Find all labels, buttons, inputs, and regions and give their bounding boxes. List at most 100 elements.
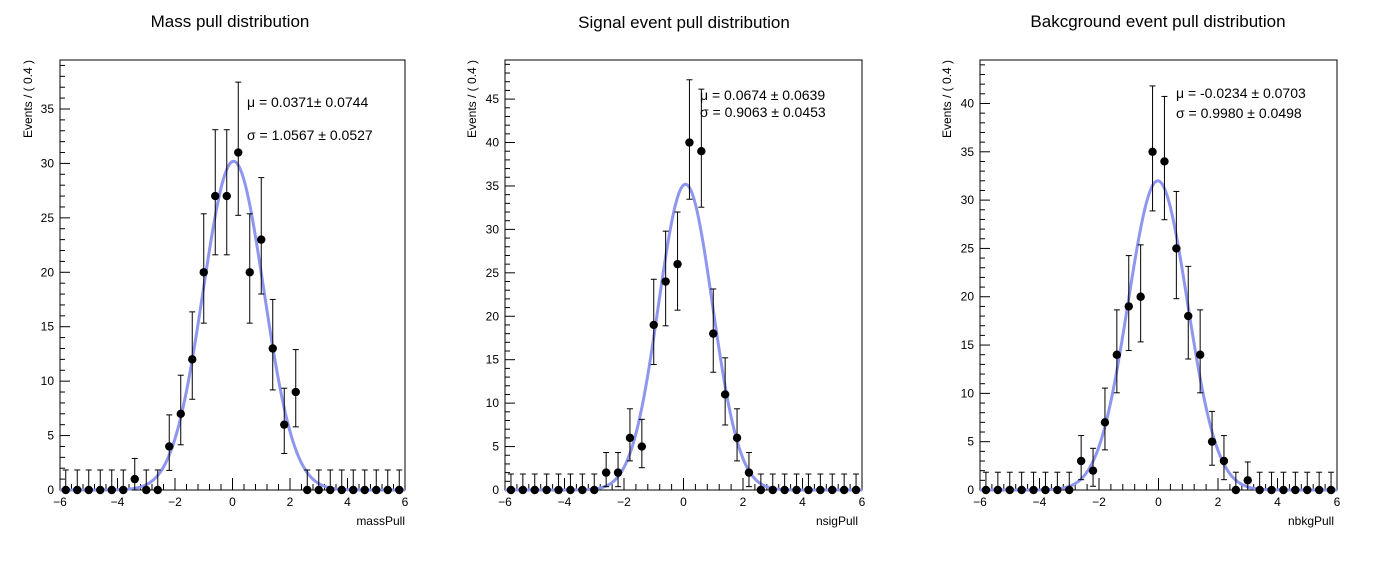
data-point <box>1291 471 1300 495</box>
plot-frame <box>59 59 406 491</box>
y-tick-label: 15 <box>41 320 55 334</box>
data-point <box>1231 471 1241 495</box>
data-point <box>709 288 718 373</box>
data-marker <box>1124 302 1133 311</box>
data-marker <box>613 468 623 477</box>
data-marker <box>337 485 346 495</box>
data-point <box>1219 435 1229 481</box>
y-tick-label: 40 <box>961 96 975 110</box>
data-marker <box>326 485 335 495</box>
data-point <box>744 452 754 488</box>
data-marker <box>1255 485 1264 495</box>
data-point <box>542 473 551 495</box>
data-marker <box>1041 485 1050 495</box>
data-point <box>1041 471 1050 495</box>
x-tick-label: 0 <box>1155 495 1162 509</box>
data-point <box>1053 471 1062 495</box>
data-point <box>566 473 575 495</box>
y-axis-label: Events / ( 0.4 ) <box>21 60 35 138</box>
y-tick-label: 10 <box>41 374 55 388</box>
data-marker <box>142 485 151 495</box>
data-point <box>1160 95 1169 221</box>
data-marker <box>518 485 528 495</box>
y-tick-label: 25 <box>486 266 500 280</box>
data-point <box>732 408 742 462</box>
data-point <box>383 469 392 495</box>
data-point <box>1112 309 1122 394</box>
y-tick-label: 25 <box>961 241 975 255</box>
x-tick-label: 0 <box>229 495 236 509</box>
data-marker <box>1303 485 1312 495</box>
data-marker <box>1136 292 1145 301</box>
x-tick-label: −6 <box>53 495 67 509</box>
data-marker <box>816 485 825 495</box>
data-marker <box>1184 311 1193 321</box>
data-marker <box>395 485 404 495</box>
data-marker <box>84 485 93 495</box>
fit-curve <box>60 159 405 492</box>
data-marker <box>1076 456 1086 466</box>
data-point <box>1088 447 1098 487</box>
data-point <box>981 471 991 495</box>
data-point <box>601 452 611 488</box>
data-point <box>395 469 404 495</box>
data-marker <box>1112 350 1122 359</box>
data-marker <box>981 485 991 495</box>
plot-frame <box>979 59 1338 491</box>
data-marker <box>720 390 730 399</box>
data-point <box>1255 471 1264 495</box>
data-marker <box>1279 485 1288 495</box>
data-point <box>73 469 82 495</box>
data-marker <box>1053 485 1062 495</box>
fit-stat-label: μ = 0.0371± 0.0744 <box>247 94 368 110</box>
x-tick-label: −2 <box>1092 495 1106 509</box>
chart-title: Bakcground event pull distribution <box>1030 12 1285 31</box>
y-tick-label: 5 <box>967 435 974 449</box>
y-tick-label: 15 <box>486 353 500 367</box>
data-marker <box>314 485 323 495</box>
data-marker <box>768 485 777 495</box>
x-tick-label: 6 <box>1334 495 1341 509</box>
data-marker <box>176 409 185 418</box>
data-point <box>530 473 539 495</box>
data-marker <box>360 485 369 495</box>
x-tick-label: 4 <box>1274 495 1281 509</box>
data-point <box>314 469 323 495</box>
data-marker <box>1219 456 1229 466</box>
data-marker <box>1148 147 1157 156</box>
data-marker <box>554 485 563 495</box>
data-marker <box>211 191 220 201</box>
y-tick-label: 35 <box>41 102 55 116</box>
x-tick-label: −6 <box>498 495 512 509</box>
y-axis-label: Events / ( 0.4 ) <box>465 60 479 138</box>
data-marker <box>839 485 849 495</box>
data-point <box>234 81 243 216</box>
data-marker <box>1243 476 1252 485</box>
data-point <box>130 457 139 491</box>
data-marker <box>661 277 670 286</box>
y-tick-label: 30 <box>486 222 500 236</box>
data-marker <box>119 485 128 495</box>
data-point <box>1207 410 1217 466</box>
data-point <box>816 473 825 495</box>
y-tick-label: 40 <box>486 136 500 150</box>
data-point <box>649 278 658 366</box>
fit-stat-label: μ = 0.0674 ± 0.0639 <box>700 87 825 103</box>
data-marker <box>1207 437 1217 446</box>
data-point <box>291 349 300 428</box>
data-marker <box>590 485 599 495</box>
data-point <box>518 473 528 495</box>
y-tick-label: 5 <box>492 440 499 454</box>
data-point <box>107 469 116 495</box>
data-point <box>506 473 516 495</box>
data-point <box>756 473 766 495</box>
data-marker <box>685 138 694 147</box>
data-point <box>268 298 277 391</box>
chart-panel-3: Bakcground event pull distribution −6 −4 −2… <box>940 12 1341 528</box>
x-tick-label: −6 <box>973 495 987 509</box>
data-marker <box>73 485 82 495</box>
data-point <box>1267 471 1276 495</box>
data-marker <box>234 148 243 157</box>
data-marker <box>732 433 742 443</box>
data-point <box>780 473 789 495</box>
